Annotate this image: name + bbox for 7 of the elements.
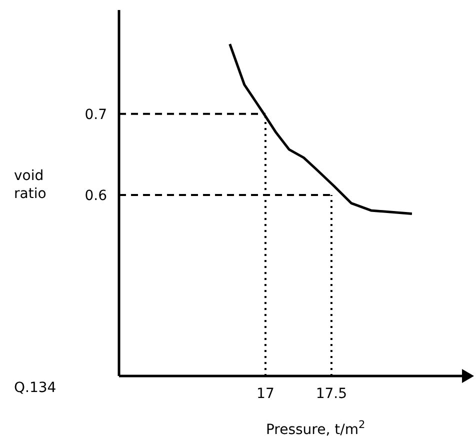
y-tick-label: 0.6	[84, 188, 108, 204]
x-axis-title: Pressure, t/m$^{2}$	[266, 419, 366, 438]
x-tick-label: 17	[256, 386, 274, 402]
y-axis-title: void ratio	[14, 168, 46, 202]
x-tick-label: 17.5	[316, 386, 348, 402]
y-tick-label: 0.7	[84, 106, 107, 123]
text: Q.134	[14, 380, 56, 396]
